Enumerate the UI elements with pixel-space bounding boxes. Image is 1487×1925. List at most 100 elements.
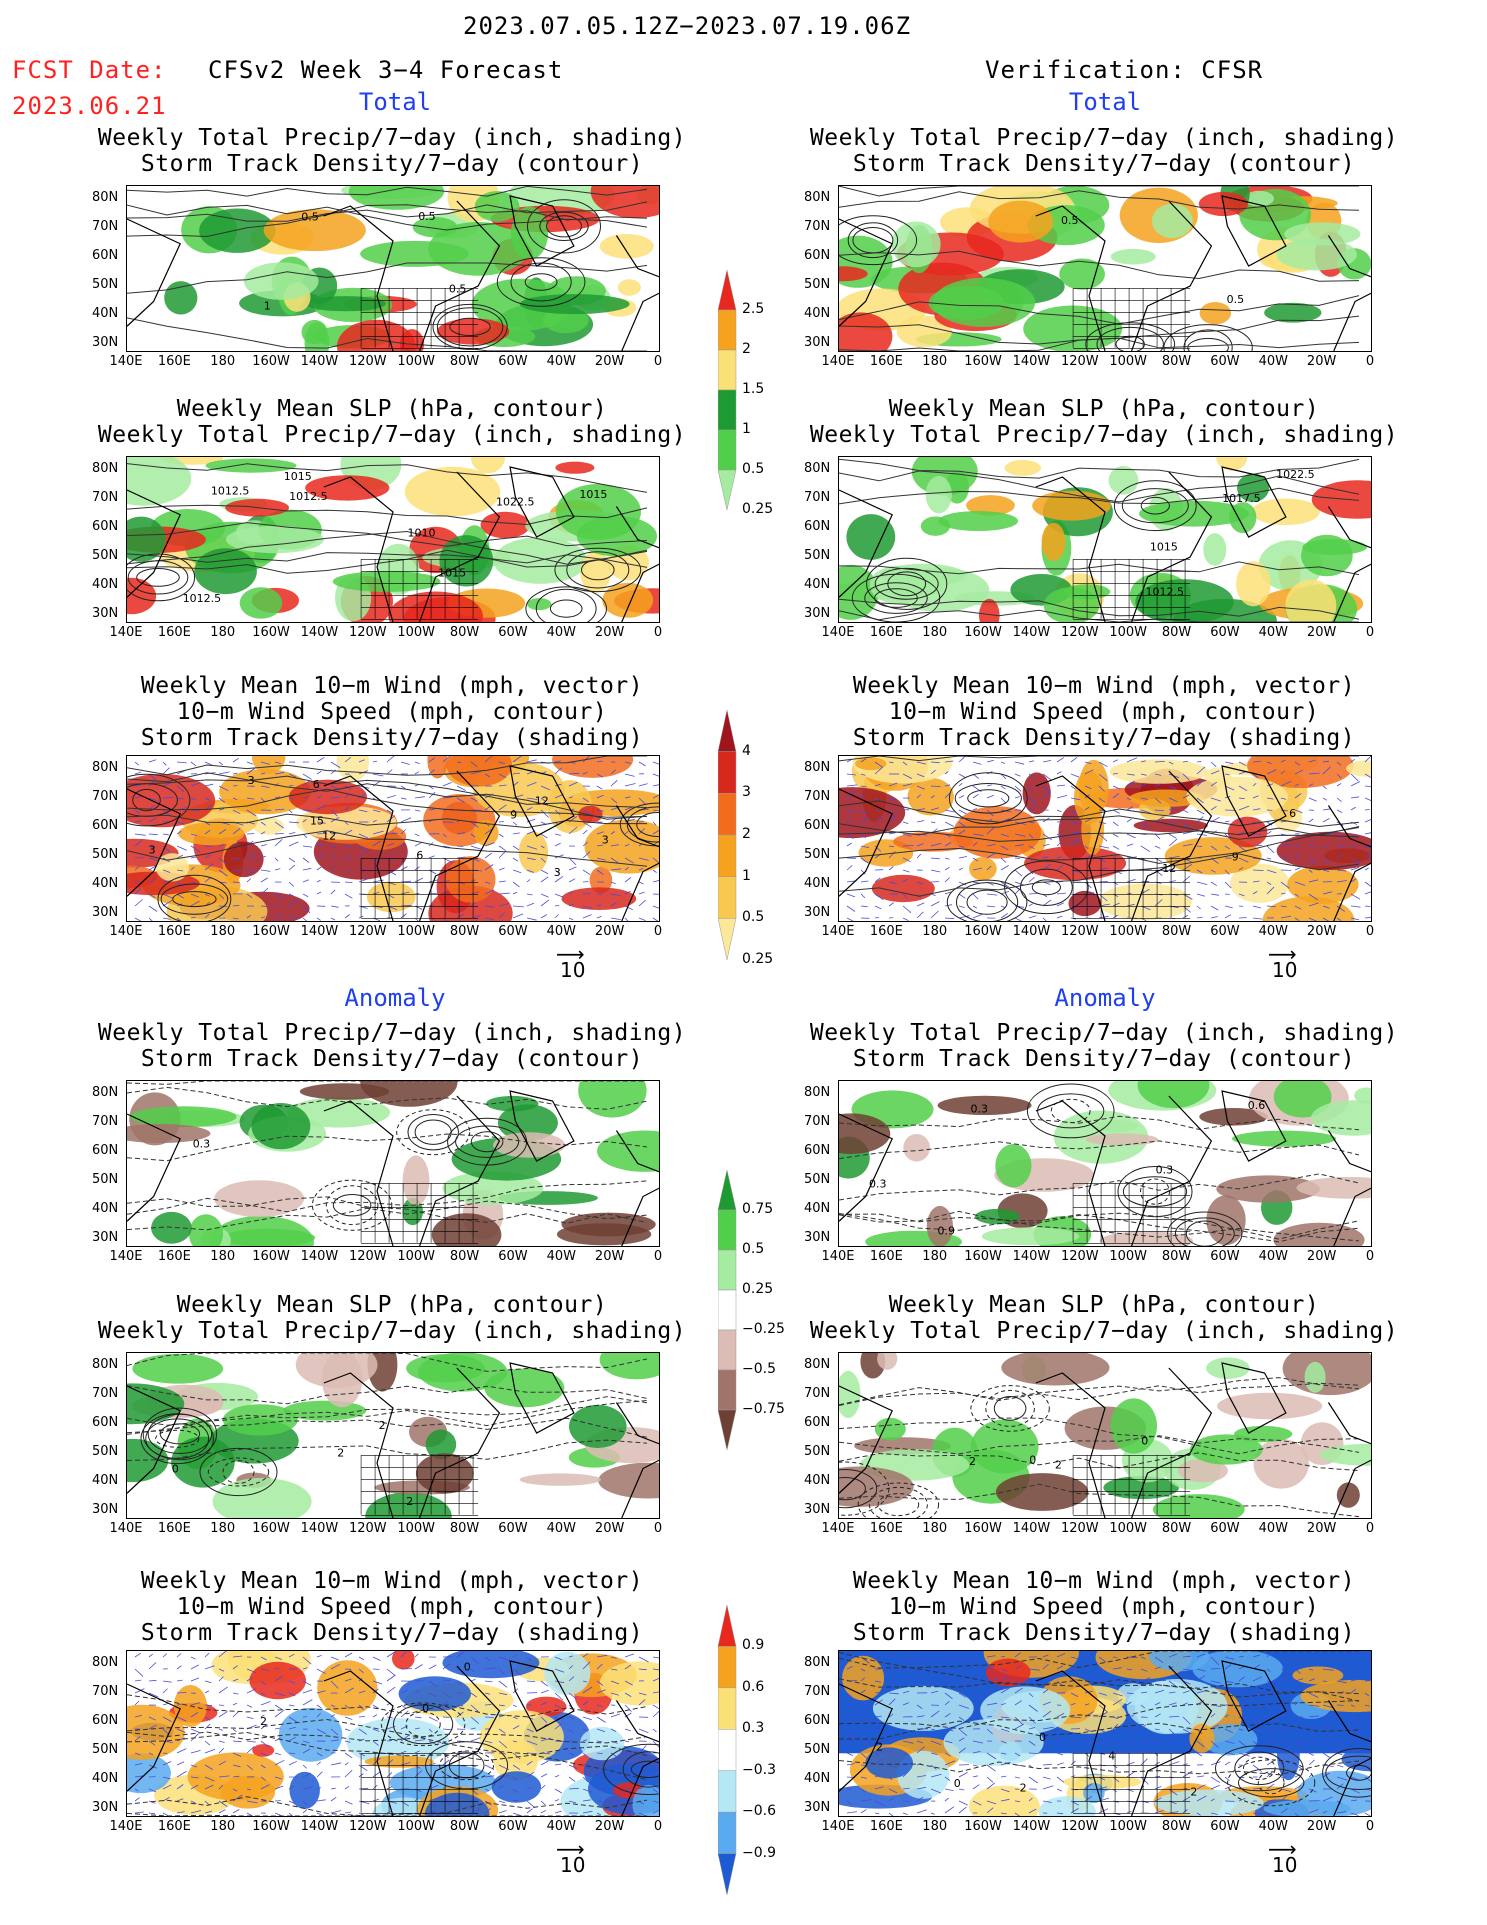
wind-vector [1280,844,1292,847]
wind-vector [288,1800,296,1805]
wind-vector [888,761,894,764]
wind-vector [846,917,854,921]
wind-vector [1280,892,1286,895]
wind-vector [888,832,896,835]
wind-vector [1098,785,1105,792]
shading-patch [893,831,973,852]
shading-patch [599,234,654,259]
wind-vector [246,1704,253,1708]
wind-vector [652,1704,659,1710]
wind-vector [930,1788,942,1794]
wind-vector [1308,772,1320,775]
wind-vector [888,1764,896,1768]
x-axis-label: 0 [653,1521,663,1536]
wind-vector [372,830,384,835]
y-axis-label: 30N [804,1502,831,1517]
wind-vector [930,1752,938,1755]
contour-line [127,756,647,776]
wind-vector [204,1680,212,1684]
wind-vector [1084,1703,1090,1706]
wind-vector [484,1704,492,1706]
x-axis-label: 60W [498,1521,528,1536]
contour-line [985,1389,1035,1427]
wind-vector [930,1668,939,1670]
contour-line [630,1760,659,1778]
y-axis-label: 60N [804,818,831,833]
wind-vector [414,917,419,921]
wind-vector [1252,795,1259,799]
wind-vector [1168,868,1175,871]
contour-line [127,1799,648,1816]
wind-vector [526,902,535,907]
y-axis-label: 60N [804,1143,831,1158]
wind-vector [986,844,996,847]
wind-vector [652,830,659,835]
wind-vector [888,902,895,907]
wind-vector [554,1775,560,1778]
wind-vector [1084,854,1095,859]
vector-reference-arrow: ⟶ [556,1837,585,1861]
wind-vector [1112,785,1121,790]
wind-vector [1182,1690,1190,1694]
wind-vector [902,773,912,779]
wind-vector [512,1799,519,1802]
contour-line [414,1119,452,1145]
contour-line [127,553,196,602]
contour-label: 0.9 [938,1225,956,1238]
wind-vector [652,869,657,873]
wind-vector [610,1680,620,1685]
wind-vector [1042,792,1050,799]
panel-title: Storm Track Density/7−day (contour) [140,151,644,177]
shading-patch [194,548,257,595]
wind-vector [596,794,604,799]
wind-vector [1112,845,1120,850]
wind-vector [930,1656,939,1660]
shading-patch [839,266,868,282]
wind-vector [1140,1749,1152,1754]
shading-patch [164,281,198,315]
shading-patch [1135,579,1234,622]
wind-vector [442,845,451,848]
wind-vector [1000,1775,1007,1778]
wind-vector [1000,1703,1006,1706]
y-axis-label: 40N [804,577,831,592]
wind-vector [330,1663,341,1670]
wind-vector [1042,1751,1049,1754]
wind-vector [1056,1713,1065,1718]
wind-vector [958,1680,969,1685]
x-axis-label: 160E [869,1819,903,1834]
wind-vector [1252,1764,1262,1772]
wind-vector [540,1809,547,1814]
wind-vector [470,821,479,828]
contour-label: 0 [1039,1731,1046,1744]
wind-vector [176,1692,187,1694]
wind-vector [1182,843,1193,847]
y-axis-label: 80N [804,190,831,205]
wind-vector [568,772,580,775]
x-axis-label: 160E [157,1521,191,1536]
wind-vector [316,1728,327,1735]
wind-vector [218,869,228,877]
y-axis-label: 30N [92,905,119,920]
wind-vector [484,828,493,835]
wind-vector [1308,1752,1314,1756]
wind-vector [316,917,321,921]
x-axis-label: 140W [1012,1819,1051,1834]
contour-label: 1010 [408,527,436,540]
wind-vector [190,893,199,898]
wind-vector [1056,833,1064,839]
wind-vector [148,1740,156,1746]
wind-vector [652,809,659,812]
wind-vector [176,1737,186,1742]
y-axis-label: 70N [804,219,831,234]
shading-patch [518,831,549,874]
colorbar-segment [718,1646,737,1689]
wind-vector [204,1800,210,1805]
wind-vector [582,1799,592,1802]
wind-vector [916,911,924,919]
wind-vector [442,1701,449,1706]
wind-vector [972,1751,981,1754]
wind-vector [1014,888,1021,895]
y-axis-label: 40N [804,1473,831,1488]
wind-vector [134,809,141,814]
